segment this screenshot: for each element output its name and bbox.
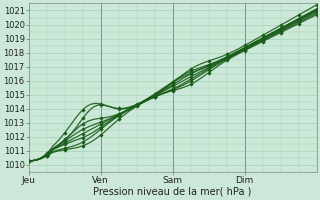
X-axis label: Pression niveau de la mer( hPa ): Pression niveau de la mer( hPa ) <box>93 187 252 197</box>
